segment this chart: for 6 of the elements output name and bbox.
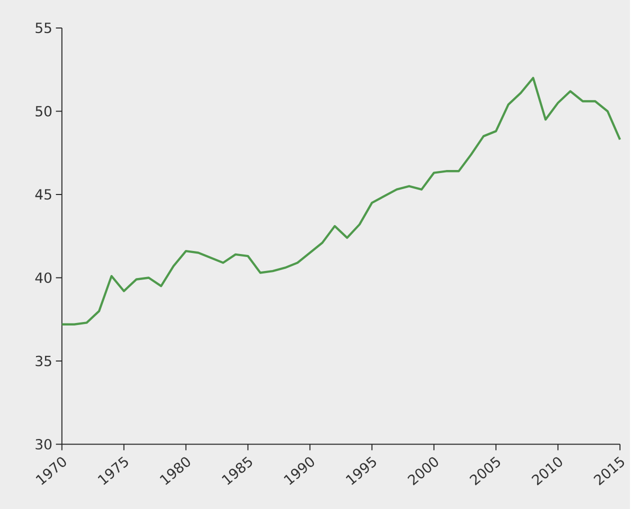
y-tick-label: 50 xyxy=(36,106,52,116)
y-tick-label: 40 xyxy=(35,272,52,283)
y-tick-label: 30 xyxy=(36,438,52,450)
y-tick-label: 55 xyxy=(36,22,52,34)
y-tick-label: 45 xyxy=(35,189,52,200)
y-tick-label: 35 xyxy=(36,356,52,366)
